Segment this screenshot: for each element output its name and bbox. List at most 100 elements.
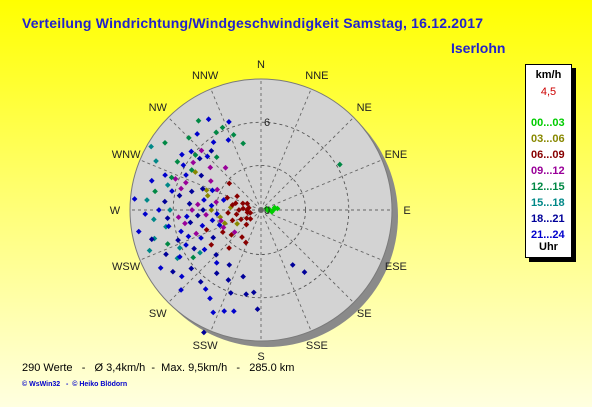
data-point	[170, 268, 176, 275]
data-point	[208, 148, 215, 154]
data-point	[164, 241, 171, 247]
data-point	[198, 235, 204, 241]
data-point	[188, 265, 195, 272]
data-point	[201, 329, 207, 336]
data-point	[301, 269, 308, 275]
data-point	[162, 198, 168, 205]
data-point	[234, 220, 240, 227]
data-point	[163, 251, 169, 258]
data-point	[226, 119, 232, 125]
data-point	[178, 273, 185, 280]
data-point	[201, 246, 208, 253]
data-point	[198, 172, 205, 179]
data-point	[152, 188, 158, 195]
direction-label: SW	[149, 308, 167, 320]
station-name: Iserlohn	[451, 40, 506, 56]
data-point	[135, 228, 142, 235]
data-point	[182, 220, 188, 227]
data-point	[221, 308, 228, 314]
data-point	[243, 215, 250, 222]
data-point	[164, 215, 171, 222]
data-point	[199, 185, 206, 192]
data-point	[269, 209, 275, 215]
direction-label: ENE	[385, 149, 408, 161]
data-point	[240, 140, 246, 147]
legend-unit: km/h	[535, 69, 562, 81]
data-point	[219, 229, 226, 235]
data-point	[234, 193, 240, 200]
data-point	[190, 159, 197, 166]
data-point	[186, 135, 192, 141]
direction-label: S	[257, 351, 264, 363]
data-point	[165, 223, 172, 230]
data-point	[148, 143, 154, 150]
data-point	[194, 212, 201, 219]
data-point	[183, 213, 190, 220]
data-point	[144, 197, 150, 203]
legend-item: 12...15	[531, 181, 565, 193]
radial-tick-label: 0	[264, 205, 270, 217]
data-point	[216, 222, 223, 228]
data-point	[224, 194, 231, 201]
data-point	[229, 217, 236, 224]
data-point	[240, 200, 246, 207]
grid-spoke	[260, 209, 383, 261]
data-point	[142, 211, 149, 217]
data-point	[238, 216, 244, 223]
legend-item: 06...09	[531, 149, 565, 161]
data-point	[162, 139, 168, 146]
data-point	[188, 148, 195, 155]
data-point	[156, 207, 162, 213]
chart-title: Verteilung Windrichtung/Windgeschwindigk…	[22, 15, 484, 31]
data-point	[176, 192, 183, 199]
data-point	[193, 230, 200, 237]
data-point	[199, 222, 206, 229]
data-point	[218, 217, 224, 224]
data-point	[226, 245, 232, 251]
direction-label: ESE	[385, 261, 407, 273]
data-point	[169, 188, 175, 194]
data-point	[186, 200, 193, 207]
direction-label: WSW	[112, 261, 141, 273]
data-point	[213, 270, 220, 277]
direction-label: NW	[149, 102, 168, 114]
grid-spoke	[260, 88, 312, 211]
data-point	[207, 295, 213, 302]
data-point	[194, 131, 201, 137]
data-point	[194, 201, 201, 208]
data-point	[213, 129, 220, 136]
summary-stats: 290 Werte - Ø 3,4km/h - Max. 9,5km/h - 2…	[22, 362, 295, 374]
data-point	[209, 187, 216, 194]
grid-spoke	[210, 88, 262, 211]
speed-legend: km/h 4,5 00...03 03...06 06...09 09...12…	[525, 64, 572, 258]
direction-label: W	[110, 205, 121, 217]
data-point	[220, 197, 227, 203]
radial-tick-label: 6	[264, 117, 270, 129]
data-point	[175, 237, 181, 244]
grid-spoke	[168, 117, 262, 211]
data-point	[243, 239, 249, 246]
data-point	[192, 152, 199, 158]
data-point	[167, 207, 173, 213]
data-point	[183, 179, 189, 186]
direction-label: SE	[357, 308, 372, 320]
data-points	[131, 116, 343, 336]
data-point	[232, 200, 239, 207]
data-point	[250, 289, 257, 296]
data-point	[183, 172, 189, 178]
data-point	[210, 139, 217, 146]
data-point	[164, 182, 171, 188]
data-point	[247, 216, 254, 222]
data-point	[231, 229, 238, 235]
data-point	[200, 207, 206, 213]
legend-item: 09...12	[531, 165, 565, 177]
data-point	[191, 245, 197, 252]
data-point	[148, 177, 155, 184]
data-point	[189, 207, 195, 213]
data-point	[240, 273, 246, 280]
data-point	[176, 254, 183, 260]
data-point	[243, 291, 249, 298]
data-point	[208, 202, 215, 209]
data-point	[225, 277, 232, 283]
